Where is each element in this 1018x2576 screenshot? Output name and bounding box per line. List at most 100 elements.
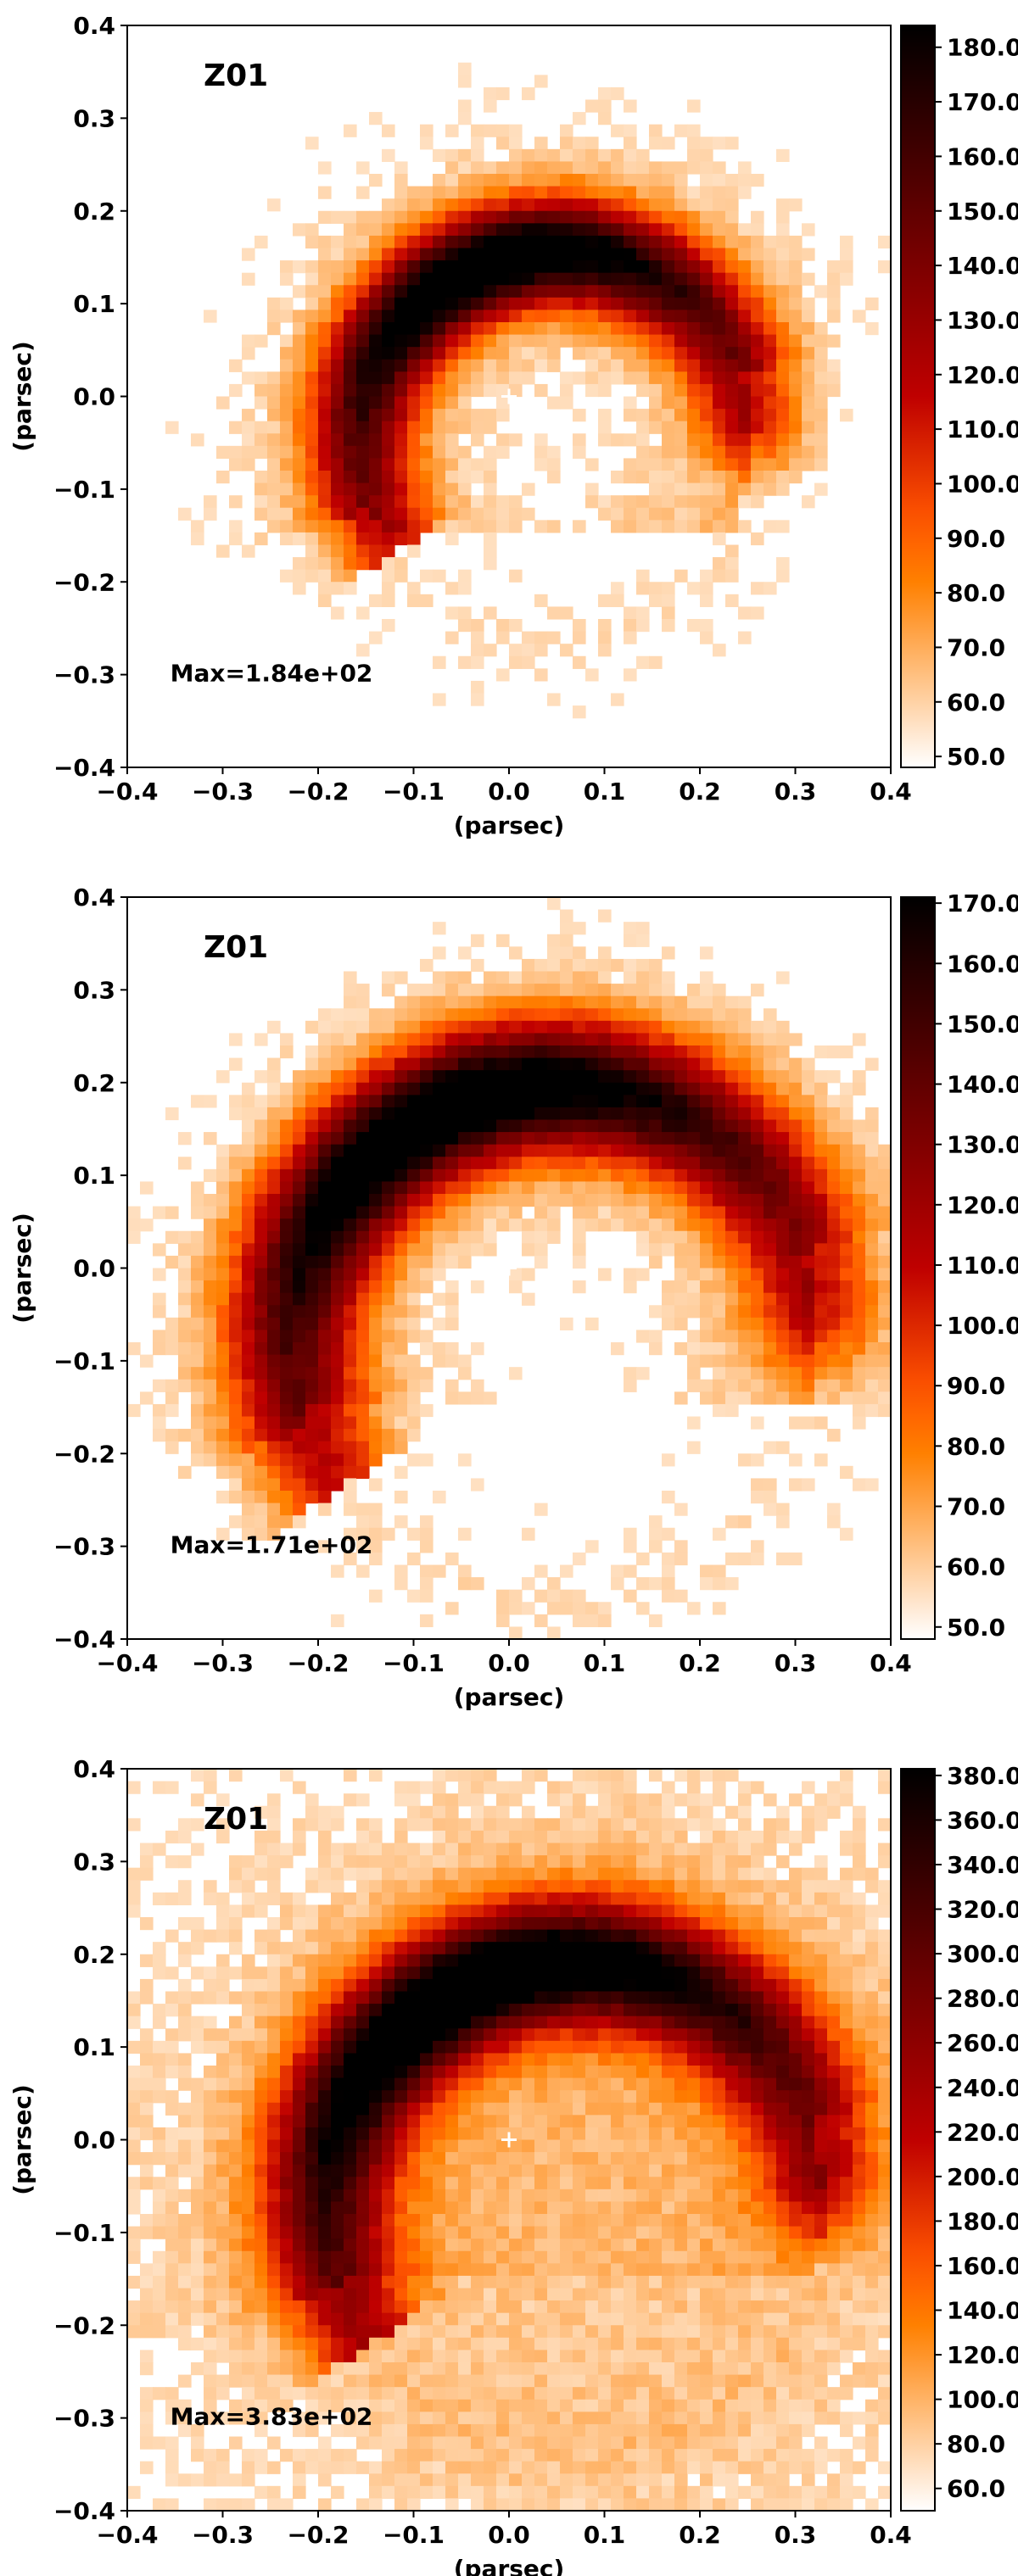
heatmap-cell [420,2040,433,2055]
heatmap-cell [496,2066,510,2079]
heatmap-cell [165,1330,179,1343]
heatmap-cell [624,347,637,360]
heatmap-cell [191,1280,204,1294]
heatmap-cell [267,1892,281,1906]
heatmap-cell [305,557,319,571]
heatmap-cell [407,2412,421,2425]
heatmap-cell [369,1830,383,1844]
heatmap-cell [153,1892,166,1906]
heatmap-cell [509,383,523,398]
heatmap-cell [191,2040,204,2055]
heatmap-cell [776,322,790,336]
heatmap-cell [433,322,446,336]
heatmap-cell [573,223,586,237]
heatmap-cell [382,507,395,521]
heatmap-cell [229,1194,243,1207]
heatmap-cell [382,2115,395,2128]
heatmap-cell [407,1391,421,1405]
heatmap-cell [394,2275,408,2289]
heatmap-cell [394,1119,408,1133]
heatmap-cell [394,1954,408,1967]
heatmap-cell [369,2436,383,2450]
heatmap-cell [191,1416,204,1430]
heatmap-cell [369,1855,383,1869]
heatmap-cell [840,272,853,286]
heatmap-cell [725,594,739,608]
heatmap-cell [509,2461,523,2474]
heatmap-cell [585,1082,599,1096]
heatmap-cell [267,2362,281,2376]
heatmap-cell [242,1515,255,1529]
heatmap-cell [585,668,599,682]
heatmap-cell [178,1255,192,1269]
heatmap-cell [789,1391,803,1405]
heatmap-cell [496,198,510,212]
heatmap-cell [522,2016,535,2029]
heatmap-cell [216,1818,230,1832]
heatmap-cell [624,1020,637,1034]
heatmap-cell [471,1892,484,1906]
heatmap-cell [776,1070,790,1084]
heatmap-cell [573,1614,586,1628]
heatmap-cell [318,2102,332,2116]
heatmap-cell [153,2152,166,2166]
heatmap-cell [382,2288,395,2301]
heatmap-cell [509,1057,523,1071]
heatmap-cell [216,2177,230,2190]
heatmap-cell [713,309,726,323]
heatmap-cell [369,2066,383,2079]
heatmap-cell [700,471,713,484]
heatmap-cell [458,1354,472,1368]
heatmap-cell [331,2250,344,2264]
heatmap-cell [344,1144,357,1157]
heatmap-cell [229,520,243,533]
colorbar-tick-label: 140.0 [947,1071,1018,1099]
heatmap-cell [331,334,344,348]
heatmap-cell [318,2374,332,2388]
heatmap-cell [649,958,663,973]
heatmap-cell [878,1268,892,1281]
heatmap-cell [738,1354,752,1368]
heatmap-cell [420,2374,433,2388]
heatmap-cell [713,1218,726,1232]
heatmap-cell [318,297,332,311]
heatmap-cell [280,1503,294,1516]
heatmap-cell [522,297,535,311]
heatmap-cell [394,532,408,546]
heatmap-cell [407,1416,421,1430]
heatmap-cell [153,2300,166,2314]
heatmap-cell [496,1978,510,1993]
heatmap-cell [331,507,344,521]
heatmap-cell [267,1954,281,1967]
heatmap-cell [407,1194,421,1207]
heatmap-cell [255,2177,268,2190]
heatmap-cell [522,2214,535,2228]
heatmap-cell [242,1330,255,1343]
heatmap-cell [725,186,739,199]
heatmap-cell [433,1230,446,1244]
heatmap-cell [878,1280,892,1294]
heatmap-cell [394,371,408,385]
heatmap-cell [509,2040,523,2055]
heatmap-cell [445,2325,459,2339]
heatmap-cell [700,359,713,372]
heatmap-cell [318,1954,332,1967]
heatmap-cell [573,1157,586,1170]
heatmap-cell [522,971,535,984]
heatmap-cell [738,1070,752,1084]
heatmap-cell [840,1157,853,1170]
heatmap-cell [344,371,357,385]
heatmap-cell [127,2016,141,2029]
heatmap-cell [369,359,383,372]
heatmap-cell [445,445,459,460]
heatmap-cell [344,1978,357,1993]
heatmap-cell [674,198,688,212]
heatmap-cell [433,1132,446,1146]
heatmap-cell [394,1880,408,1893]
heatmap-cell [127,2077,141,2091]
heatmap-cell [344,383,357,398]
heatmap-cell [522,995,535,1009]
heatmap-cell [331,2350,344,2363]
heatmap-cell [305,1243,319,1257]
heatmap-cell [369,1181,383,1195]
